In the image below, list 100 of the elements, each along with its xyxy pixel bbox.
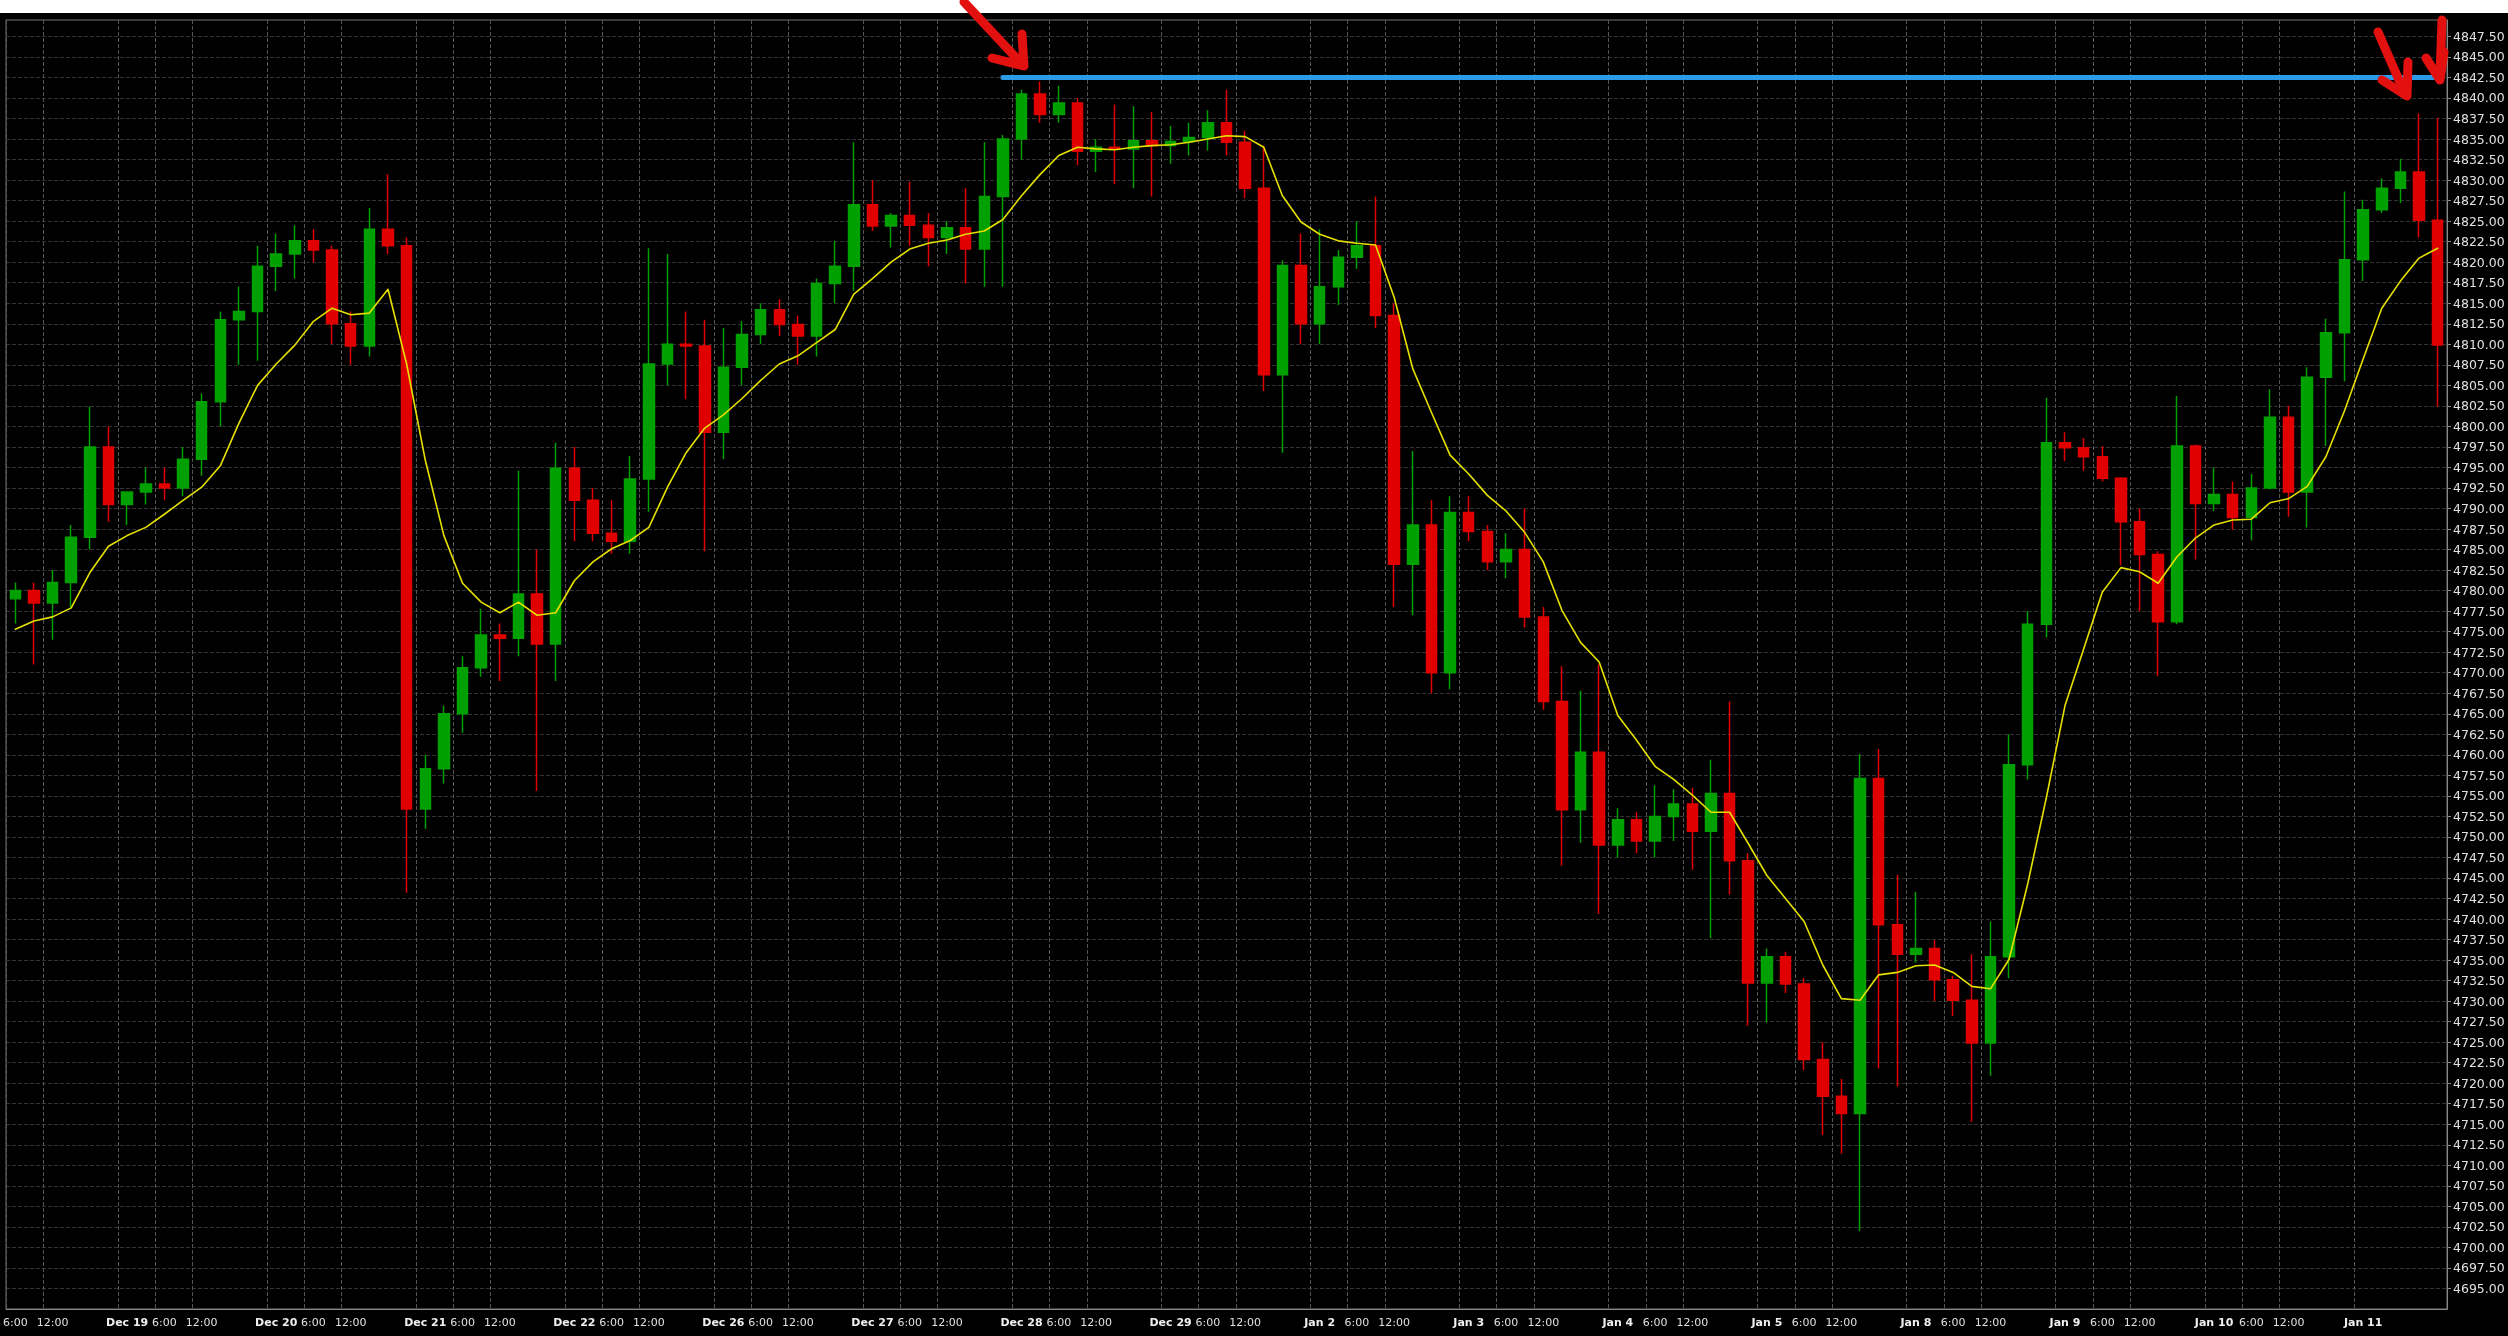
candlestick [1294, 232, 1308, 346]
y-tick-label: 4805.00 [2453, 377, 2505, 393]
candlestick [1387, 302, 1401, 608]
candlestick [1462, 495, 1475, 543]
candlestick [698, 318, 712, 552]
candlestick [2282, 405, 2295, 518]
candlestick [978, 141, 991, 288]
candlestick [2170, 395, 2184, 626]
candlestick [64, 524, 78, 608]
y-tick-label: 4720.00 [2453, 1075, 2505, 1091]
y-tick-label: 4710.00 [2453, 1157, 2505, 1173]
y-tick-label: 4752.50 [2453, 808, 2505, 824]
candlestick [1611, 807, 1625, 859]
y-tick-label: 4757.50 [2453, 767, 2505, 783]
y-tick-label: 4712.50 [2453, 1137, 2505, 1153]
x-tick-label: Jan 2 [1303, 1316, 1336, 1329]
candlestick [884, 212, 898, 249]
y-tick-label: 4760.00 [2453, 747, 2505, 763]
x-tick-label: 6:00 [1046, 1316, 1072, 1329]
x-tick-label: 12:00 [931, 1316, 963, 1329]
candlestick [586, 487, 600, 543]
candlestick [605, 499, 618, 555]
y-tick-label: 4747.50 [2453, 849, 2505, 865]
candlestick [1537, 606, 1550, 711]
x-tick-label: 6:00 [1642, 1316, 1668, 1329]
candlestick [2375, 177, 2389, 214]
candlestick [623, 455, 637, 555]
x-tick-label: 6:00 [1344, 1316, 1370, 1329]
candlestick [679, 310, 693, 401]
x-tick-label: Dec 19 [106, 1316, 149, 1329]
candlestick [2338, 190, 2351, 382]
candlestick [83, 405, 97, 551]
candlestick [2226, 480, 2239, 531]
y-tick-label: 4790.00 [2453, 501, 2505, 517]
candlestick [903, 180, 916, 247]
y-tick-label: 4807.50 [2453, 357, 2505, 373]
candlestick [1648, 784, 1662, 859]
y-tick-label: 4810.00 [2453, 336, 2505, 352]
y-tick-label: 4792.50 [2453, 480, 2505, 496]
candlestick [1220, 89, 1233, 157]
candlestick [1406, 450, 1420, 616]
y-tick-label: 4750.00 [2453, 829, 2505, 845]
candlestick [847, 141, 861, 292]
candlestick [1630, 811, 1643, 855]
y-tick-label: 4802.50 [2453, 398, 2505, 414]
candlestick [1201, 109, 1215, 152]
x-tick-label: Jan 3 [1452, 1316, 1485, 1329]
x-tick-label: Dec 28 [1000, 1316, 1043, 1329]
x-tick-label: 6:00 [2, 1316, 28, 1329]
candlestick [176, 446, 190, 497]
x-tick-label: Jan 11 [2342, 1316, 2383, 1329]
candlestick [2319, 318, 2333, 447]
x-tick-label: 6:00 [152, 1316, 177, 1329]
candlestick [1723, 700, 1736, 896]
candlestick [1425, 499, 1438, 694]
candlestick [2189, 443, 2202, 561]
y-tick-label: 4777.50 [2453, 603, 2505, 619]
candlestick [1518, 507, 1531, 629]
y-tick-label: 4830.00 [2453, 172, 2505, 188]
x-tick-label: 12:00 [1527, 1316, 1560, 1329]
y-tick-label: 4817.50 [2453, 275, 2505, 291]
candlestick [1872, 748, 1885, 1070]
candlestick [922, 212, 935, 268]
x-tick-label: 12:00 [782, 1316, 814, 1329]
candlestick [2300, 366, 2314, 529]
y-tick-label: 4707.50 [2453, 1178, 2505, 1194]
y-tick-label: 4815.00 [2453, 295, 2505, 311]
x-tick-label: 12:00 [2272, 1316, 2305, 1329]
y-tick-label: 4745.00 [2453, 870, 2505, 886]
y-tick-label: 4725.00 [2453, 1034, 2505, 1050]
candlestick [1984, 920, 1997, 1077]
candlestick [1369, 195, 1382, 329]
candlestick [1350, 220, 1364, 270]
x-tick-label: 12:00 [2123, 1316, 2156, 1329]
x-tick-label: 12:00 [1080, 1316, 1112, 1329]
candlestick [437, 704, 451, 785]
candlestick [940, 220, 954, 255]
x-tick-label: 6:00 [1940, 1316, 1966, 1329]
y-tick-label: 4767.50 [2453, 685, 2505, 701]
y-tick-label: 4735.00 [2453, 952, 2505, 968]
y-tick-label: 4765.00 [2453, 706, 2505, 722]
candlestick [120, 491, 134, 526]
y-tick-label: 4800.00 [2453, 418, 2505, 434]
x-tick-label: 12:00 [1825, 1316, 1858, 1329]
y-tick-label: 4700.00 [2453, 1239, 2505, 1255]
y-tick-label: 4820.00 [2453, 254, 2505, 270]
x-tick-label: Jan 9 [2048, 1316, 2081, 1329]
x-tick-label: 6:00 [2089, 1316, 2115, 1329]
candlestick [1071, 97, 1084, 167]
candlestick [1835, 1078, 1848, 1155]
y-tick-label: 4837.50 [2453, 111, 2505, 127]
candlestick [1891, 873, 1904, 1088]
candlestick [1555, 665, 1569, 867]
candlestick [2394, 158, 2407, 204]
x-tick-label: Dec 21 [404, 1316, 447, 1329]
candlestick [1443, 495, 1457, 690]
y-tick-label: 4795.00 [2453, 459, 2505, 475]
candlestick [1499, 532, 1513, 580]
candlestick [344, 310, 357, 366]
y-tick-label: 4722.50 [2453, 1055, 2505, 1071]
